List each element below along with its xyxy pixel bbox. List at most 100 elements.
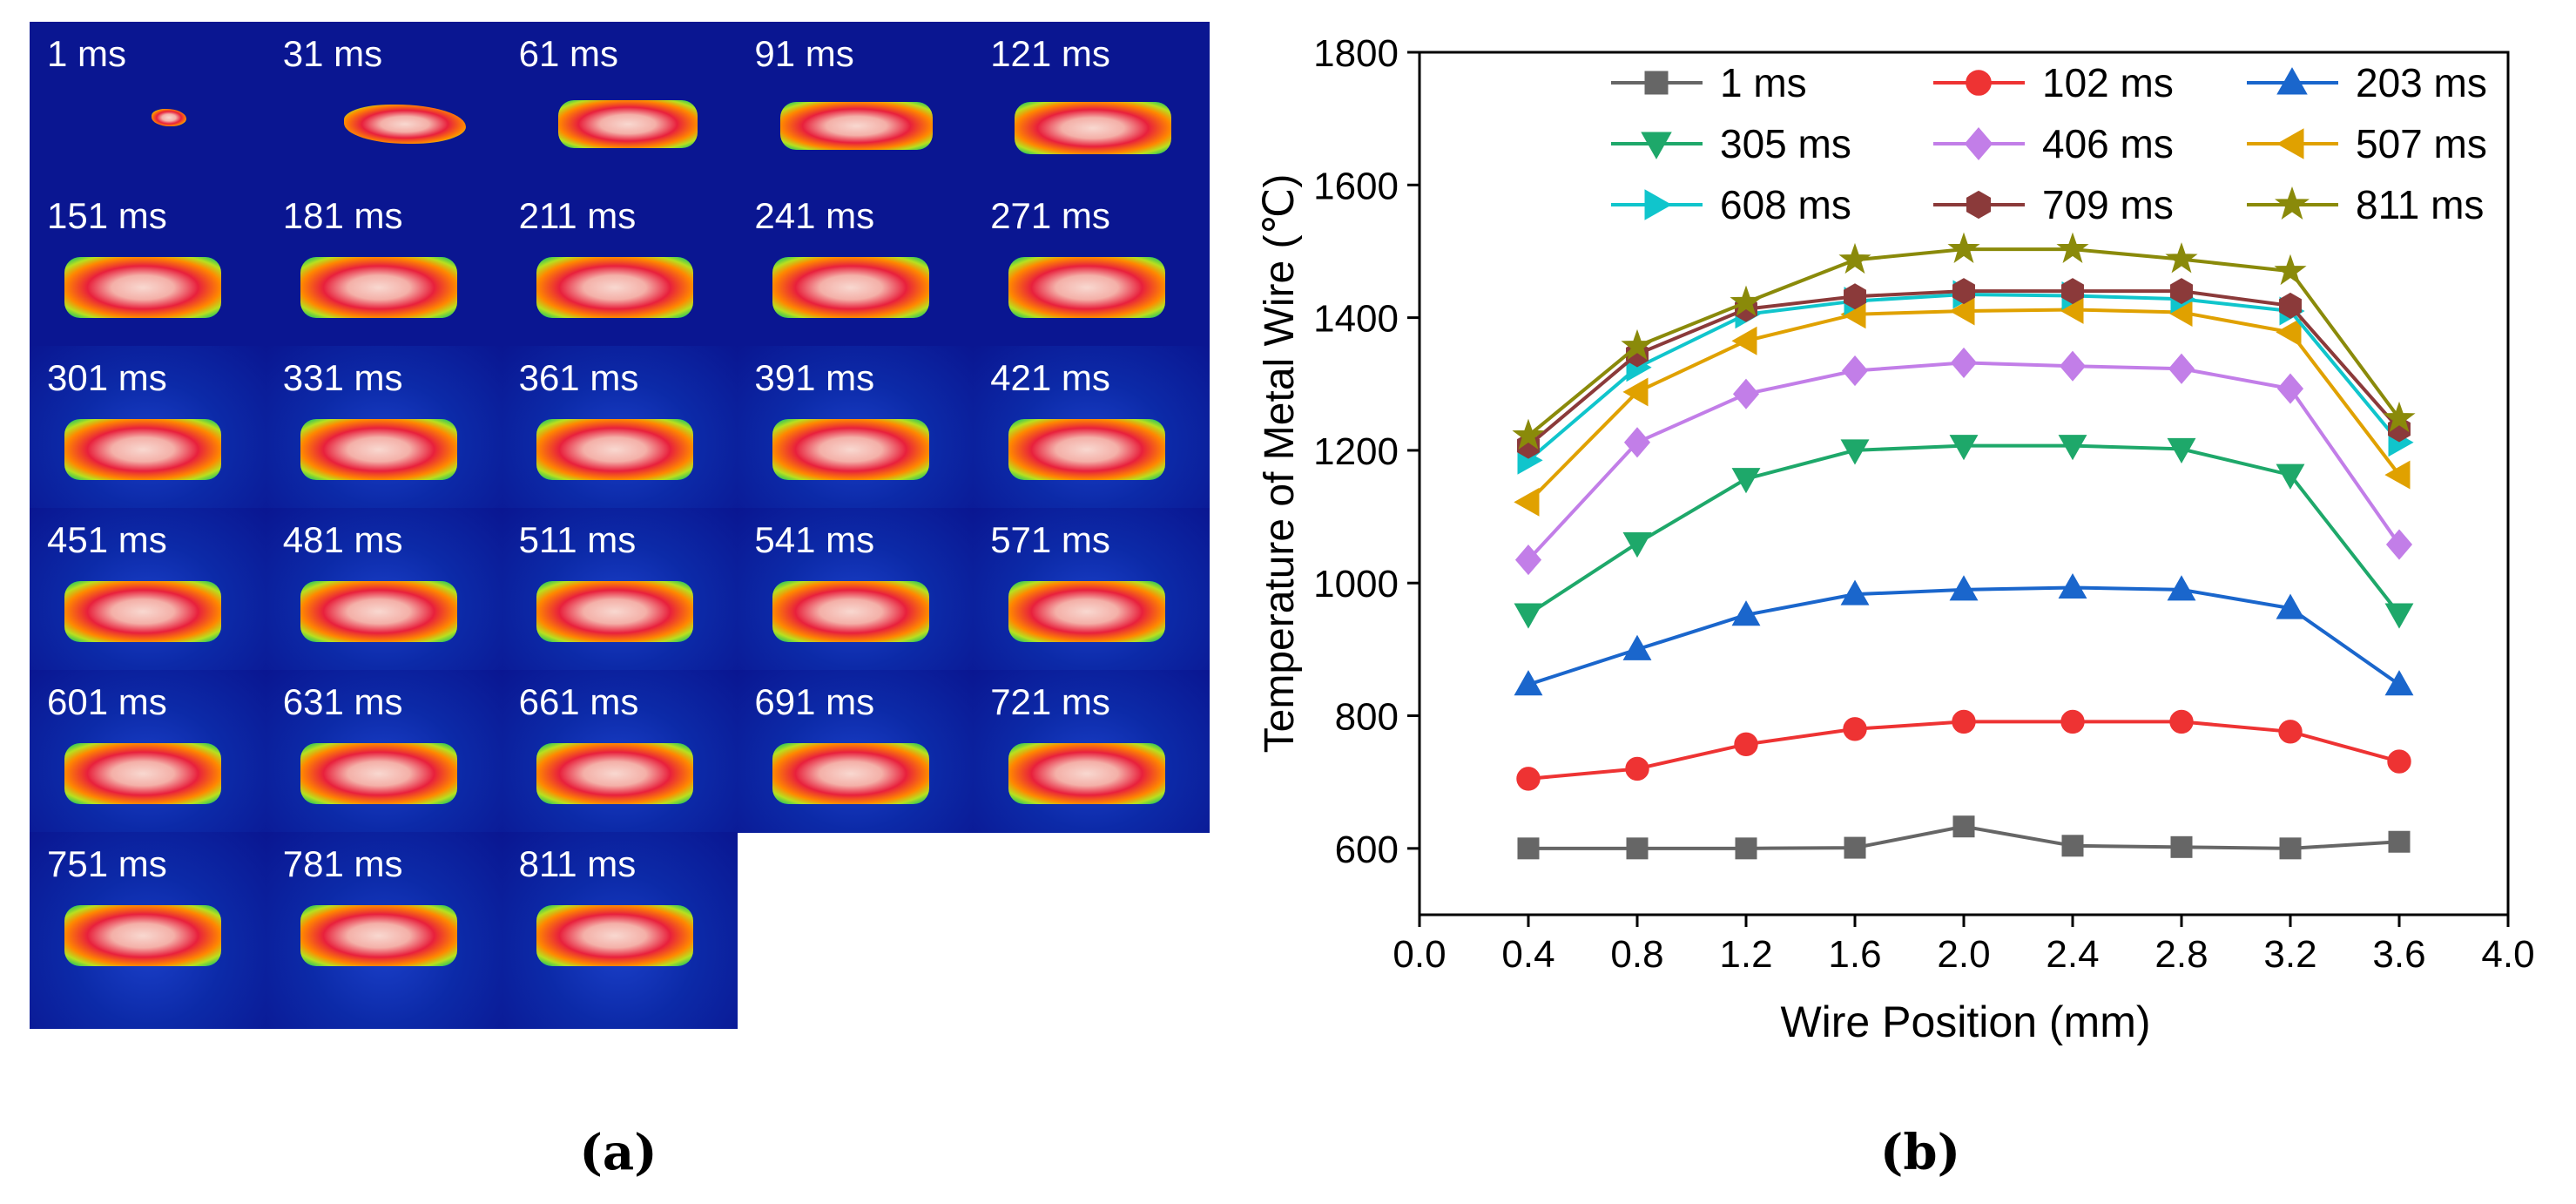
data-point [1517,837,1540,860]
data-point [1735,837,1757,860]
thermal-frame: 211 ms [501,184,738,347]
x-axis-label: Wire Position (mm) [1780,998,2150,1045]
data-point [1514,545,1542,576]
data-point [2279,292,2302,319]
legend-entry: 709 ms [1933,182,2174,227]
legend-entry: 406 ms [1933,121,2174,166]
series-305-ms [1514,435,2414,629]
hot-region [343,105,466,144]
frame-time-label: 601 ms [47,681,167,722]
thermal-frame: 541 ms [737,508,974,671]
data-point [1626,837,1649,860]
data-point [1952,815,1975,838]
hot-region [300,742,458,804]
hot-region [536,256,693,318]
legend-label: 102 ms [2042,60,2174,105]
hot-region [772,256,929,318]
thermal-frame: 1 ms [30,22,266,185]
thermal-frame: 61 ms [501,22,738,185]
data-point [1947,232,1980,263]
data-point [2168,353,2195,384]
series-203-ms [1514,572,2414,696]
data-point [1514,603,1543,629]
data-point [1952,709,1976,734]
data-point [2278,720,2303,744]
data-point [1840,579,1870,605]
legend-label: 507 ms [2356,121,2487,166]
data-point [1512,418,1545,450]
data-point [1731,326,1757,355]
legend-label: 1 ms [1720,60,1807,105]
data-point [1621,328,1654,361]
data-point [2276,317,2302,347]
data-point [2276,67,2308,95]
x-tick-label: 1.2 [1719,933,1772,976]
series-507-ms [1514,295,2411,517]
hot-region [1008,418,1165,480]
frame-time-label: 61 ms [518,33,618,74]
y-axis-ticks: 600 800 1000 1200 1400 1600 1800 [1313,32,1419,871]
data-point [1966,70,1992,96]
thermal-frame: 601 ms [30,670,266,833]
frame-time-label: 241 ms [754,195,875,236]
hot-region [64,256,222,318]
x-tick-label: 2.8 [2155,933,2208,976]
hot-region [64,580,222,642]
data-point [2275,186,2310,220]
temperature-line-chart: 600 800 1000 1200 1400 1600 1800 0.0 0.4 0.8 1.2 1… [1257,32,2535,1045]
data-point [2276,373,2304,404]
data-point [2060,709,2085,734]
y-tick-label: 1800 [1313,32,1399,75]
legend-entry: 1 ms [1611,60,1807,105]
thermal-frame: 751 ms [30,832,266,1029]
data-point [2170,835,2193,858]
thermal-frame: 151 ms [30,184,266,347]
thermal-frame: 121 ms [973,22,1210,185]
data-point [1952,278,1975,305]
thermal-frame: 421 ms [973,346,1210,509]
legend-entry: 608 ms [1611,182,1851,227]
series-102-ms [1516,709,2411,791]
frame-time-label: 151 ms [47,195,167,236]
legend-label: 608 ms [1720,182,1851,227]
x-tick-label: 2.4 [2046,933,2099,976]
plot-border [1418,51,2510,917]
hot-region [536,418,693,480]
hot-region [780,102,934,150]
legend-entry: 507 ms [2247,121,2487,166]
data-point [1641,132,1672,159]
data-point [1964,127,1993,160]
thermal-frame: 241 ms [737,184,974,347]
series-layer [1512,232,2416,860]
data-point [2058,435,2087,461]
y-tick-label: 1600 [1313,165,1399,207]
data-point [2169,709,2194,734]
legend-label: 811 ms [2356,182,2484,227]
data-point [2274,254,2307,286]
data-point [1514,487,1540,517]
x-tick-label: 4.0 [2481,933,2534,976]
data-point [2061,835,2084,857]
legend-entry: 203 ms [2247,60,2487,105]
data-point [1731,600,1761,626]
hot-region [64,742,222,804]
data-point [1732,378,1760,409]
data-point [1625,756,1649,781]
data-point [2059,350,2087,382]
legend-entry: 102 ms [1933,60,2174,105]
data-point [1622,634,1652,660]
data-point [1838,242,1871,274]
x-tick-label: 0.8 [1610,933,1663,976]
data-point [2061,278,2084,305]
thermal-frame: 91 ms [737,22,974,185]
frame-time-label: 541 ms [754,519,875,560]
y-tick-label: 1200 [1313,430,1399,473]
data-point [2279,837,2302,860]
data-point [2056,232,2089,263]
hot-region [1008,256,1165,318]
data-point [1966,190,1992,220]
frame-time-label: 631 ms [282,681,403,722]
caption-a: (a) [579,1124,657,1181]
data-point [2276,593,2305,619]
thermal-frame: 721 ms [973,670,1210,833]
